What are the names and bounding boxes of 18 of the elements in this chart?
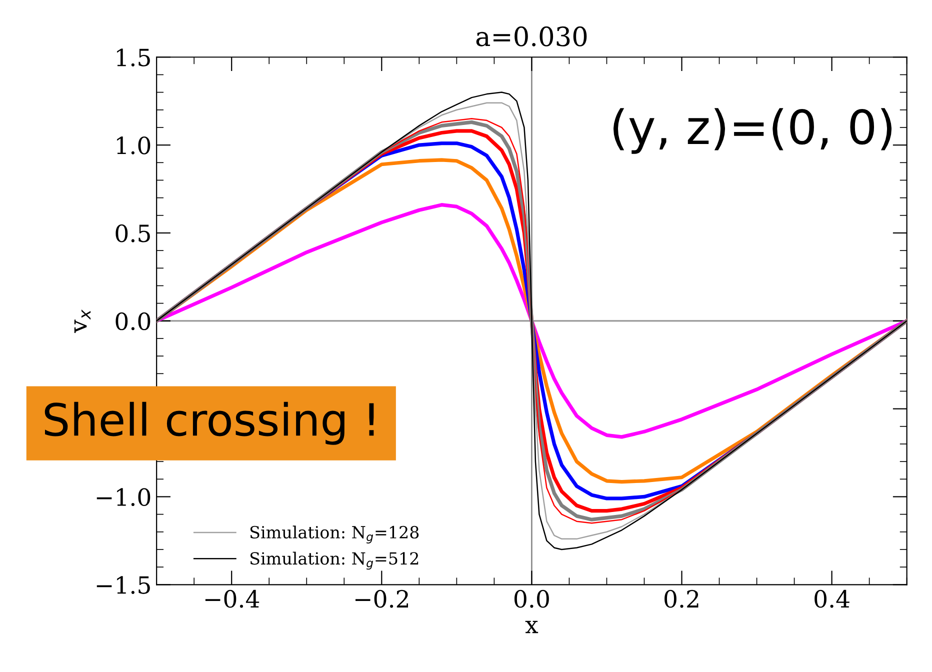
y-tick-label: 1.5 [117, 48, 150, 66]
chart-title: a=0.030 [476, 26, 587, 46]
x-tick-label: −0.4 [205, 590, 260, 608]
legend-label: Simulation: N$_{g}$=512 [250, 552, 418, 570]
x-tick-label: 0.0 [514, 590, 549, 608]
y-tick-label: 1.0 [117, 136, 150, 154]
legend-label: Simulation: N$_{g}$=128 [250, 526, 419, 544]
y-tick-label: −1.0 [96, 488, 150, 506]
x-tick-label: 0.4 [814, 590, 850, 608]
x-axis-title: x [525, 620, 538, 634]
x-tick-label: 0.2 [664, 590, 698, 608]
y-axis-title: v$_{x}$ [74, 309, 91, 333]
y-tick-label: 0.5 [116, 224, 150, 242]
x-tick-label: −0.2 [355, 590, 408, 608]
y-tick-label: −1.5 [96, 576, 150, 594]
annotation: (y, z)=(0, 0) [614, 108, 892, 154]
y-tick-label: 0.0 [116, 312, 150, 330]
annotation: Shell crossing ! [44, 402, 374, 445]
